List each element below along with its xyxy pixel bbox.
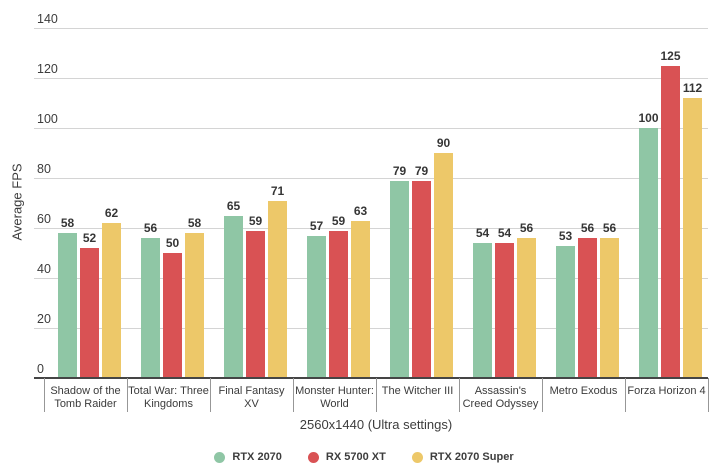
bar-value-label: 62 [104,206,119,220]
category-separator [376,378,377,412]
legend-label: RTX 2070 [232,451,282,463]
bar-value-label: 56 [519,221,534,235]
bar-value-label: 58 [60,216,75,230]
category-label: Forza Horizon 4 [627,385,706,397]
x-axis-baseline [34,377,708,379]
gridline-120 [34,78,708,79]
gridline-60 [34,228,708,229]
bar-rtx-2070-cat4 [390,180,409,378]
category-label: Monster Hunter: World [295,385,374,410]
bar-value-label: 54 [497,226,512,240]
bar-value-label: 79 [392,163,407,178]
category-label: Metro Exodus [549,385,618,397]
bar-value-label: 56 [143,221,158,235]
y-tick-label-80: 80 [37,162,51,176]
legend-item-rtx-2070: RTX 2070 [214,451,282,463]
bar-value-label: 112 [682,81,703,95]
bar-rtx-2070-super-cat6 [600,238,619,378]
category-label: Shadow of the Tomb Raider [50,385,121,410]
bar-rtx-2070-super-cat5 [517,238,536,378]
category-separator [44,378,45,412]
bar-value-label: 59 [331,213,346,228]
bar-value-label: 90 [436,136,451,150]
legend-item-rx-5700-xt: RX 5700 XT [307,451,386,463]
category-separator [459,378,460,412]
legend: RTX 2070 RX 5700 XT RTX 2070 Super [0,449,728,465]
category-separator [293,378,294,412]
y-axis-title: Average FPS [9,163,25,241]
bar-rtx-2070-super-cat2 [268,200,287,378]
bar-rx-5700-xt-cat6 [578,238,597,378]
bar-value-label: 54 [475,226,490,240]
bar-value-label: 125 [660,48,681,63]
bar-value-label: 52 [82,231,97,245]
category-separator [127,378,128,412]
category-separator [708,378,709,412]
bar-rtx-2070-cat7 [639,128,658,378]
bar-value-label: 58 [187,216,202,230]
bar-value-label: 53 [558,228,573,243]
bar-rtx-2070-super-cat4 [434,153,453,378]
legend-item-rtx-2070-super: RTX 2070 Super [411,451,514,463]
legend-swatch-icon [411,451,423,463]
y-tick-label-20: 20 [37,312,51,326]
bar-value-label: 50 [165,236,180,250]
legend-label: RX 5700 XT [325,451,386,463]
bar-rx-5700-xt-cat2 [246,230,265,378]
category-separator [542,378,543,412]
legend-swatch-icon [214,451,226,463]
y-tick-label-140: 140 [37,12,58,26]
gridline-20 [34,328,708,329]
bar-rx-5700-xt-cat4 [412,180,431,378]
bar-value-label: 71 [270,183,285,198]
bar-rtx-2070-cat1 [141,238,160,378]
y-tick-label-120: 120 [37,62,58,76]
bar-rtx-2070-cat3 [307,235,326,378]
bar-rtx-2070-super-cat3 [351,220,370,378]
bar-value-label: 63 [353,203,368,218]
y-tick-label-40: 40 [37,262,51,276]
bar-value-label: 56 [580,221,595,235]
category-separator [210,378,211,412]
category-label: The Witcher III [381,385,454,397]
gridline-40 [34,278,708,279]
bar-rx-5700-xt-cat7 [661,65,680,378]
bar-value-label: 56 [602,221,617,235]
bar-rx-5700-xt-cat1 [163,253,182,378]
bar-value-label: 65 [226,198,241,213]
legend-swatch-icon [307,451,319,463]
y-tick-label-100: 100 [37,112,58,126]
gridline-140 [34,28,708,29]
x-axis-title: 2560x1440 (Ultra settings) [299,417,453,432]
bar-rx-5700-xt-cat5 [495,243,514,378]
bar-value-label: 79 [414,163,429,178]
legend-label: RTX 2070 Super [429,451,514,463]
bar-rtx-2070-cat5 [473,243,492,378]
bar-value-label: 59 [248,213,263,228]
category-separator [625,378,626,412]
gridline-100 [34,128,708,129]
y-tick-label-60: 60 [37,212,51,226]
bar-value-label: 100 [638,111,659,125]
bar-rtx-2070-super-cat0 [102,223,121,378]
category-label: Final Fantasy XV [218,385,285,410]
category-label: Assassin's Creed Odyssey [462,385,539,410]
bar-rtx-2070-cat2 [224,215,243,378]
gridline-80 [34,178,708,179]
bar-rtx-2070-cat0 [58,233,77,378]
bar-rtx-2070-cat6 [556,245,575,378]
category-label: Total War: Three Kingdoms [128,385,209,410]
bar-rx-5700-xt-cat0 [80,248,99,378]
y-tick-label-0: 0 [37,362,44,376]
bar-value-label: 57 [309,218,324,233]
bar-rtx-2070-super-cat7 [683,98,702,378]
bar-rx-5700-xt-cat3 [329,230,348,378]
bar-rtx-2070-super-cat1 [185,233,204,378]
